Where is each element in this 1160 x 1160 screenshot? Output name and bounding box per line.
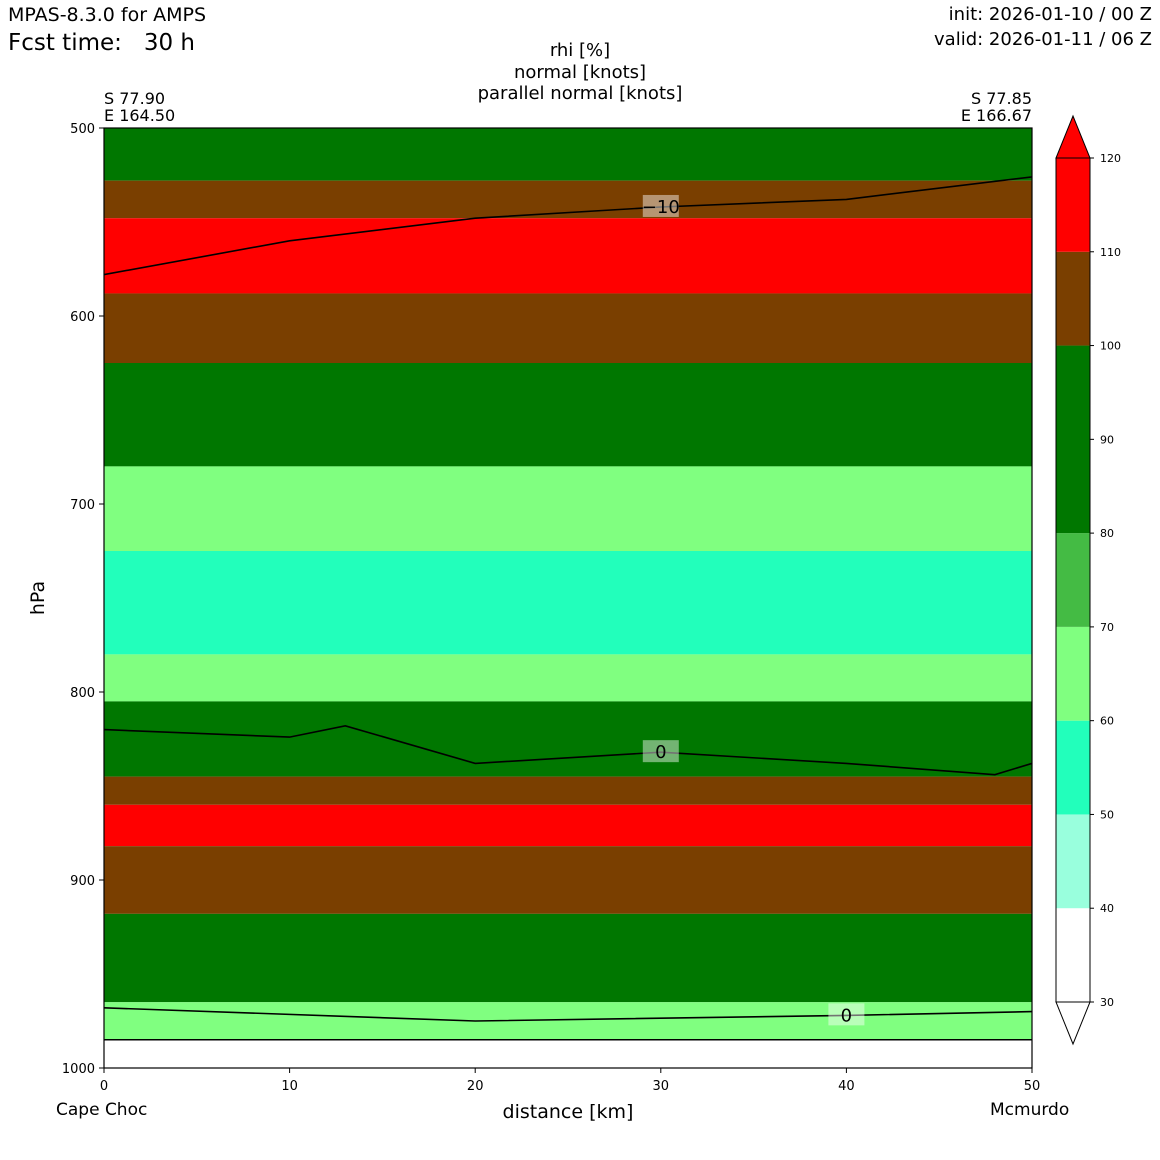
contour-label-bg-1 bbox=[642, 740, 679, 763]
colorbar-bottom-extension bbox=[1055, 1001, 1091, 1046]
model-title: MPAS-8.3.0 for AMPS bbox=[8, 4, 207, 26]
y-tick-label-2: 700 bbox=[70, 498, 95, 513]
colorbar-tick-label-6: 90 bbox=[1100, 433, 1114, 446]
colorbar-segment-7 bbox=[1056, 158, 1090, 252]
fcst-value: 30 h bbox=[143, 30, 195, 56]
y-tick-label-0: 500 bbox=[70, 122, 95, 137]
contour-line-2 bbox=[104, 1007, 1032, 1022]
x-tick-label-4: 40 bbox=[838, 1079, 855, 1094]
x-tick-label-3: 30 bbox=[653, 1079, 670, 1094]
colorbar-tick-label-2: 50 bbox=[1100, 808, 1114, 821]
colorbar-top-extension bbox=[1055, 114, 1091, 159]
fcst-label: Fcst time: bbox=[8, 30, 122, 56]
x-tick-label-0: 0 bbox=[100, 1079, 108, 1094]
colorbar-segment-2 bbox=[1056, 720, 1090, 815]
y-tick-label-1: 600 bbox=[70, 310, 95, 325]
colorbar-tick-label-1: 40 bbox=[1100, 902, 1114, 915]
start-lon: E 164.50 bbox=[104, 106, 176, 125]
rhi-band-8 bbox=[104, 701, 1032, 777]
contour-line-1 bbox=[104, 724, 1032, 776]
rhi-band-5 bbox=[104, 466, 1032, 551]
rhi-band-13 bbox=[104, 1002, 1032, 1040]
rhi-fill-layer bbox=[104, 128, 1032, 1068]
colorbar-tick-label-7: 100 bbox=[1100, 340, 1121, 353]
y-tick-label-4: 900 bbox=[70, 874, 95, 889]
start-place-name: Cape Choc bbox=[56, 1100, 148, 1120]
rhi-band-9 bbox=[104, 776, 1032, 805]
chart-title-rhi: rhi [%] bbox=[549, 40, 611, 61]
y-tick-label-5: 1000 bbox=[62, 1062, 95, 1077]
contour-label-0: −10 bbox=[642, 197, 680, 218]
rhi-band-6 bbox=[104, 551, 1032, 655]
forecast-time: Fcst time: 30 h bbox=[8, 30, 195, 56]
chart-title-normal: normal [knots] bbox=[513, 62, 647, 83]
rhi-band-12 bbox=[104, 913, 1032, 1003]
x-axis-label: distance [km] bbox=[503, 1101, 634, 1123]
colorbar: 30 40 50 60 70 80 90 100 110 120 bbox=[1055, 114, 1121, 1046]
y-tick-label-3: 800 bbox=[70, 686, 95, 701]
contour-label-bg-0 bbox=[642, 194, 679, 217]
colorbar-tick-label-9: 120 bbox=[1100, 152, 1121, 165]
contour-label-1: 0 bbox=[655, 742, 666, 763]
end-lat: S 77.85 bbox=[970, 89, 1032, 108]
rhi-band-11 bbox=[104, 846, 1032, 914]
y-axis-label: hPa bbox=[27, 581, 49, 615]
end-lon: E 166.67 bbox=[960, 106, 1032, 125]
contour-line-0 bbox=[104, 176, 1032, 276]
rhi-band-0 bbox=[104, 128, 1032, 181]
start-lat: S 77.90 bbox=[104, 89, 166, 108]
colorbar-segment-3 bbox=[1056, 626, 1090, 721]
rhi-band-4 bbox=[104, 363, 1032, 467]
colorbar-segment-6 bbox=[1056, 251, 1090, 346]
contour-label-2: 0 bbox=[841, 1005, 852, 1026]
colorbar-tick-label-4: 70 bbox=[1100, 621, 1114, 634]
x-tick-label-1: 10 bbox=[281, 1079, 298, 1094]
rhi-band-3 bbox=[104, 293, 1032, 363]
temperature-contours: −10 0 0 bbox=[104, 176, 1032, 1026]
x-tick-label-2: 20 bbox=[467, 1079, 484, 1094]
contour-label-bg-2 bbox=[828, 1003, 865, 1026]
rhi-band-2 bbox=[104, 218, 1032, 294]
colorbar-segment-0 bbox=[1056, 908, 1090, 1002]
colorbar-tick-label-5: 80 bbox=[1100, 527, 1114, 540]
x-tick-label-5: 50 bbox=[1024, 1079, 1041, 1094]
colorbar-tick-label-0: 30 bbox=[1100, 996, 1114, 1009]
colorbar-segment-4 bbox=[1056, 533, 1090, 627]
colorbar-segment-1 bbox=[1056, 814, 1090, 909]
axes: 0 10 20 30 40 50 500 600 700 800 900 1000 bbox=[62, 122, 1040, 1094]
rhi-band-7 bbox=[104, 654, 1032, 702]
colorbar-tick-label-3: 60 bbox=[1100, 715, 1114, 728]
plot-frame bbox=[103, 127, 1033, 1069]
valid-time: valid: 2026-01-11 / 06 Z bbox=[934, 29, 1152, 50]
end-place-name: Mcmurdo bbox=[990, 1100, 1070, 1120]
colorbar-frame bbox=[1055, 157, 1091, 1003]
chart-title-parallel: parallel normal [knots] bbox=[477, 83, 683, 104]
init-time: init: 2026-01-10 / 00 Z bbox=[948, 4, 1152, 25]
rhi-band-10 bbox=[104, 804, 1032, 847]
colorbar-tick-label-8: 110 bbox=[1100, 246, 1121, 259]
colorbar-segment-5 bbox=[1056, 345, 1090, 534]
terrain-mask bbox=[104, 1039, 1032, 1068]
